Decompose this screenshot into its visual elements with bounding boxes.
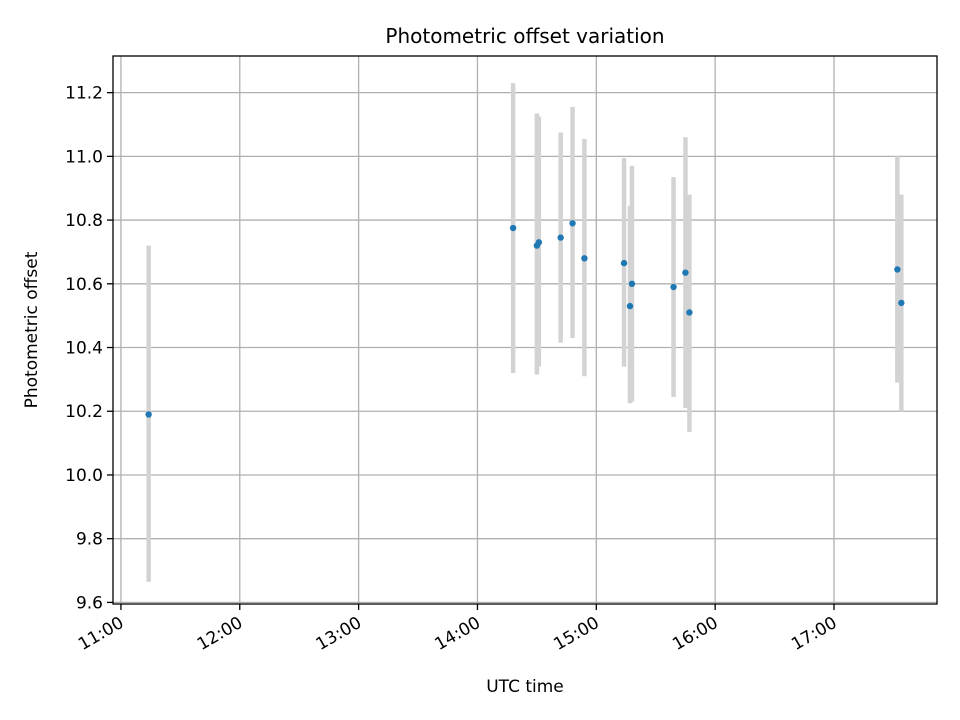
x-tick-label: 14:00 xyxy=(432,613,484,655)
axis-ticks: 11:00 12:00 13:00 14:00 15:00 16:00 17:00 9.6 9.… xyxy=(65,84,840,655)
data-points xyxy=(145,220,905,418)
chart-title: Photometric offset variation xyxy=(385,24,664,48)
x-tick-label: 11:00 xyxy=(75,613,127,655)
data-point xyxy=(898,299,905,307)
x-tick-label: 16:00 xyxy=(669,613,721,655)
y-tick-label: 9.8 xyxy=(76,530,103,550)
y-tick-label: 10.2 xyxy=(65,402,103,422)
data-point xyxy=(145,411,152,418)
y-tick-label: 10.0 xyxy=(65,466,103,486)
data-point xyxy=(686,309,693,316)
y-tick-label: 11.2 xyxy=(65,84,103,104)
x-tick-label: 15:00 xyxy=(550,613,602,655)
y-tick-label: 9.6 xyxy=(76,593,103,613)
y-tick-label: 11.0 xyxy=(65,147,103,167)
grid xyxy=(113,56,937,604)
x-tick-label: 12:00 xyxy=(194,613,246,655)
data-point xyxy=(581,255,588,262)
data-point xyxy=(509,224,517,232)
data-point xyxy=(620,259,628,267)
x-axis-label: UTC time xyxy=(486,677,564,697)
data-point xyxy=(557,234,564,241)
data-point xyxy=(626,302,634,310)
data-point xyxy=(670,283,677,291)
plot-frame xyxy=(112,55,938,605)
y-tick-label: 10.4 xyxy=(65,339,103,359)
y-tick-label: 10.8 xyxy=(65,211,103,231)
x-tick-label: 17:00 xyxy=(788,613,840,655)
data-point xyxy=(894,266,901,273)
y-tick-label: 10.6 xyxy=(65,275,103,295)
y-axis-label: Photometric offset xyxy=(22,251,42,408)
data-point xyxy=(569,220,576,227)
error-bars xyxy=(146,83,904,582)
data-point xyxy=(628,280,636,288)
x-tick-label: 13:00 xyxy=(313,613,365,655)
data-point xyxy=(682,269,689,276)
data-point xyxy=(535,239,543,246)
